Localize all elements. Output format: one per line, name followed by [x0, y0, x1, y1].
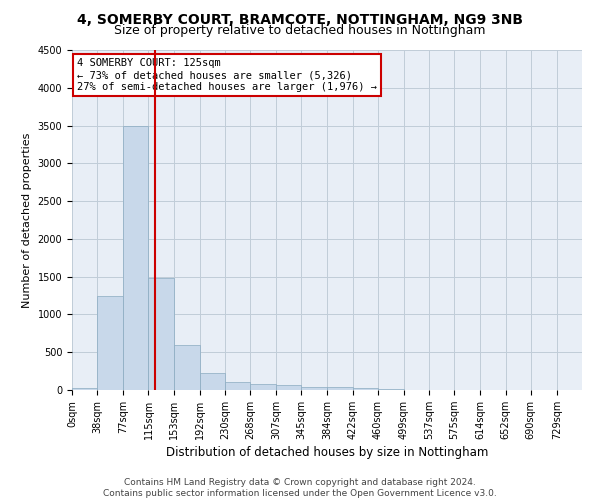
Bar: [200, 372, 225, 390]
Bar: [250, 384, 276, 390]
Bar: [148, 278, 174, 390]
Bar: [276, 386, 301, 390]
Bar: [328, 388, 353, 390]
Bar: [378, 389, 404, 390]
Text: 4 SOMERBY COURT: 125sqm
← 73% of detached houses are smaller (5,326)
27% of semi: 4 SOMERBY COURT: 125sqm ← 73% of detache…: [77, 58, 377, 92]
Text: Contains HM Land Registry data © Crown copyright and database right 2024.
Contai: Contains HM Land Registry data © Crown c…: [103, 478, 497, 498]
Bar: [72, 388, 97, 390]
Bar: [225, 382, 250, 390]
Bar: [301, 386, 328, 390]
Bar: [353, 388, 378, 390]
Bar: [97, 296, 123, 390]
Text: 4, SOMERBY COURT, BRAMCOTE, NOTTINGHAM, NG9 3NB: 4, SOMERBY COURT, BRAMCOTE, NOTTINGHAM, …: [77, 12, 523, 26]
Y-axis label: Number of detached properties: Number of detached properties: [22, 132, 32, 308]
Text: Size of property relative to detached houses in Nottingham: Size of property relative to detached ho…: [114, 24, 486, 37]
Bar: [174, 344, 200, 390]
Bar: [123, 126, 148, 390]
X-axis label: Distribution of detached houses by size in Nottingham: Distribution of detached houses by size …: [166, 446, 488, 459]
